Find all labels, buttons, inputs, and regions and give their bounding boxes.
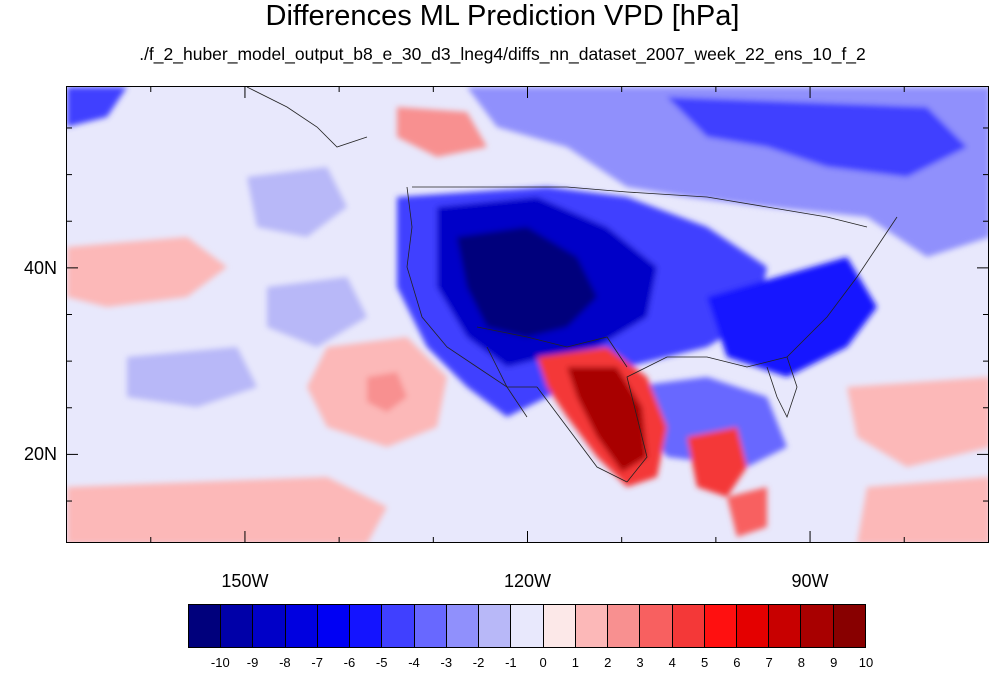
colorbar-segment — [446, 605, 480, 647]
blob-se-blue — [707, 257, 877, 377]
blob-north-blue-deep — [667, 97, 967, 177]
field-blobs — [67, 87, 988, 542]
blob-panama-red — [727, 487, 767, 537]
coastlines — [246, 87, 898, 483]
colorbar-segment — [317, 605, 351, 647]
blob-north-red — [397, 107, 487, 157]
blob-west-red — [67, 237, 227, 307]
us-canada-border — [412, 186, 868, 228]
colorbar-segment — [833, 605, 865, 647]
colorbar-label: 8 — [797, 655, 806, 670]
colorbar-label: 10 — [858, 655, 874, 670]
colorbar-label: 5 — [700, 655, 709, 670]
y-tick-label-20n: 20N — [24, 444, 58, 465]
colorbar-label: 1 — [571, 655, 580, 670]
west-coast — [406, 186, 537, 388]
colorbar-label: -1 — [505, 655, 517, 670]
us-mexico-border — [476, 326, 628, 368]
blob-nw-blue — [67, 87, 127, 127]
mexico-coast-west — [536, 386, 628, 483]
colorbar-label: -3 — [440, 655, 453, 670]
blob-atlantic-red — [847, 377, 988, 467]
colorbar-label: 0 — [539, 655, 547, 670]
colorbar-segment — [575, 605, 609, 647]
colorbar-segment — [479, 605, 512, 647]
chart-title: Differences ML Prediction VPD [hPa] — [265, 0, 740, 32]
vpd-difference-map — [66, 86, 989, 543]
colorbar-segment — [511, 605, 544, 647]
blob-gulf-blue — [627, 377, 787, 467]
colorbar-segment — [253, 605, 286, 647]
colorbar-label: -7 — [311, 655, 323, 670]
blob-se-red — [857, 477, 988, 542]
colorbar-label: -5 — [375, 655, 388, 670]
chart-subtitle: ./f_2_huber_model_output_b8_e_30_d3_lneg… — [139, 44, 866, 64]
x-tick-label-150w: 150W — [221, 571, 269, 591]
colorbar-label: -9 — [246, 655, 259, 670]
colorbar-label: 6 — [733, 655, 741, 670]
colorbar-segment — [382, 605, 415, 647]
blob-pacific-blue-3 — [127, 347, 257, 407]
colorbar-segment — [350, 605, 383, 647]
colorbar-segment — [608, 605, 641, 647]
blob-pacific-red-core — [367, 372, 407, 412]
colorbar-segment — [640, 605, 673, 647]
colorbar-segment — [414, 605, 447, 647]
colorbar-label: -10 — [210, 655, 230, 670]
blob-central-am-red — [687, 427, 747, 497]
colorbar-label: 7 — [765, 655, 773, 670]
blob-west-us-navy — [457, 227, 597, 337]
blob-mexico-darkred — [567, 367, 647, 472]
colorbar-segment — [672, 605, 705, 647]
east-coast — [786, 216, 898, 358]
baja-california — [486, 346, 528, 418]
y-tick-label-40n: 40N — [24, 257, 58, 278]
colorbar-segment — [704, 605, 737, 647]
colorbar-segment — [285, 605, 318, 647]
colorbar — [188, 604, 866, 648]
x-tick-label-90w: 90W — [791, 571, 829, 591]
gulf-coast — [626, 356, 788, 483]
florida — [766, 356, 798, 419]
colorbar-segment — [736, 605, 770, 647]
colorbar-segment — [801, 605, 834, 647]
colorbar-label: 2 — [604, 655, 612, 670]
blob-pacific-blue-2 — [267, 277, 367, 347]
colorbar-label: -6 — [343, 655, 356, 670]
blob-south-red — [67, 477, 387, 542]
colorbar-label: -8 — [279, 655, 291, 670]
x-tick-label-120w: 120W — [503, 571, 552, 591]
colorbar-label: -2 — [472, 655, 485, 670]
colorbar-label: 3 — [636, 655, 644, 670]
colorbar-labels: -10 -9 -8 -7 -6 -5 -4 -3 -2 -1 0 1 2 3 4 5 6 7 8 9 10 — [0, 656, 1005, 674]
colorbar-segment — [769, 605, 802, 647]
colorbar-label: 9 — [830, 655, 838, 670]
colorbar-segment — [221, 605, 254, 647]
blob-pacific-blue — [247, 167, 347, 237]
colorbar-segment — [543, 605, 576, 647]
colorbar-label: 4 — [668, 655, 676, 670]
colorbar-label: -4 — [408, 655, 420, 670]
colorbar-segment — [189, 605, 222, 647]
alaska-coast — [246, 87, 368, 148]
